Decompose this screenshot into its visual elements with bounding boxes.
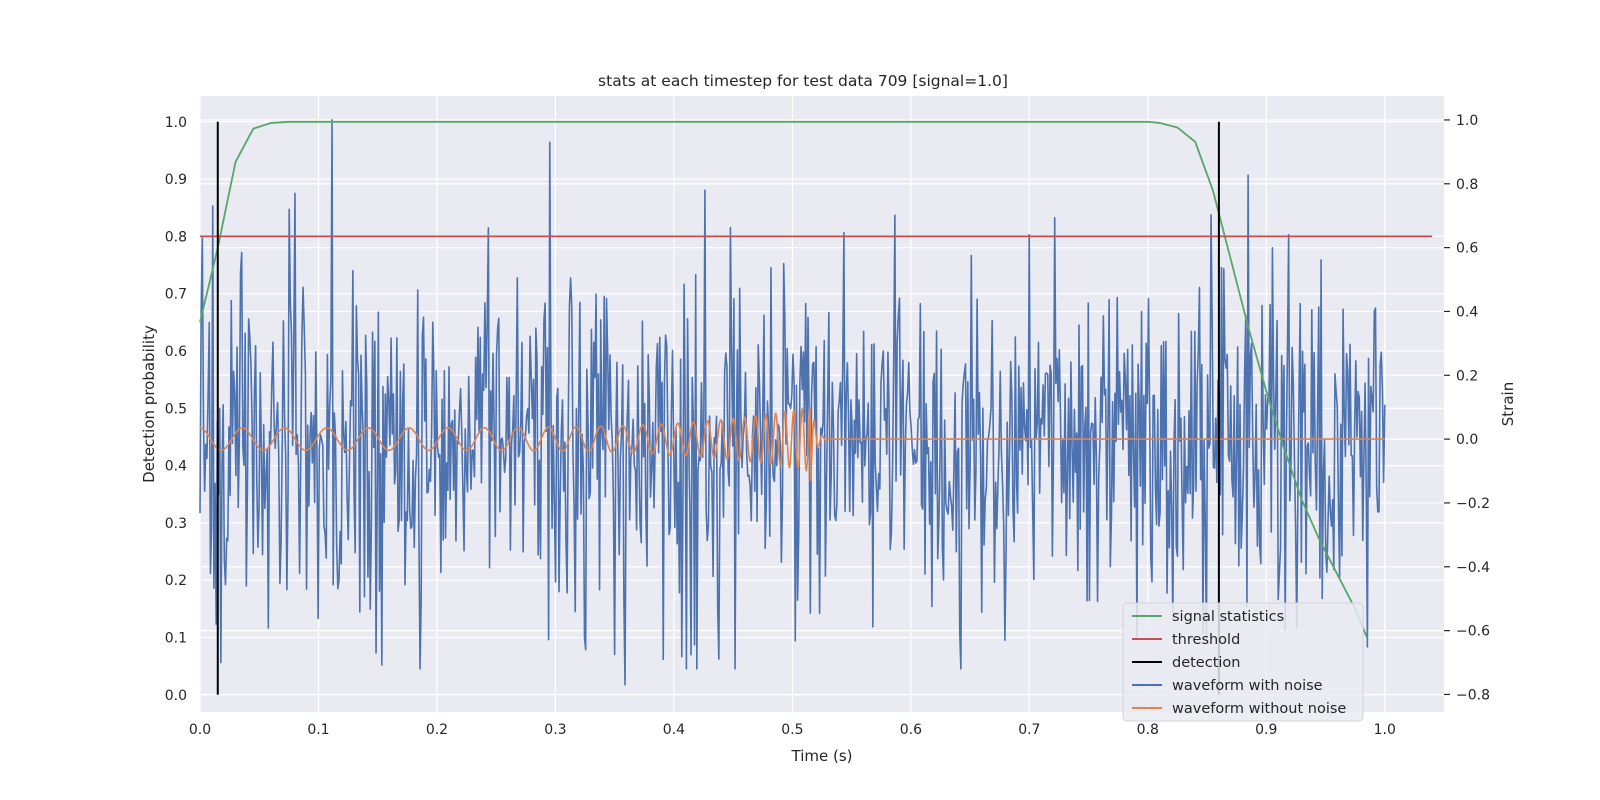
- y2-tick-label: −0.4: [1456, 560, 1490, 576]
- line-waveform-with-noise: [199, 119, 1386, 686]
- y2-tick-label: −0.6: [1456, 624, 1490, 640]
- series-waveform-without-noise: [199, 406, 1385, 482]
- legend-label-threshold: threshold: [1172, 632, 1240, 648]
- legend-label-detection: detection: [1172, 655, 1240, 671]
- x-tick-label: 0.2: [426, 722, 448, 738]
- y2-axis-label: Strain: [1499, 382, 1517, 426]
- series-signal-statistics: [199, 120, 1368, 638]
- y2-tick-label: 0.8: [1456, 177, 1478, 193]
- y-axis-ticks: 0.0 0.1 0.2 0.3 0.4 0.5 0.6 0.7 0.8 0.9 1.0: [165, 115, 187, 704]
- x-tick-label: 0.9: [1255, 722, 1277, 738]
- legend-label-signal-statistics: signal statistics: [1172, 609, 1284, 625]
- y-tick-label: 0.1: [165, 631, 187, 647]
- legend-label-waveform-with-noise: waveform with noise: [1172, 678, 1323, 694]
- series-detection: [216, 121, 1220, 695]
- x-tick-label: 0.5: [781, 722, 803, 738]
- y2-tick-label: 1.0: [1456, 113, 1478, 129]
- x-tick-label: 0.1: [307, 722, 329, 738]
- legend: signal statistics threshold detection wa…: [1122, 602, 1364, 722]
- x-tick-label: 1.0: [1374, 722, 1396, 738]
- y2-tick-label: 0.0: [1456, 432, 1478, 448]
- legend-label-waveform-without-noise: waveform without noise: [1172, 701, 1346, 717]
- y-tick-label: 0.9: [165, 172, 187, 188]
- x-axis-ticks: 0.0 0.1 0.2 0.3 0.4 0.5 0.6 0.7 0.8 0.9 1.0: [189, 722, 1396, 738]
- y-tick-label: 0.4: [165, 459, 187, 475]
- y-tick-label: 0.2: [165, 573, 187, 589]
- y-tick-label: 0.6: [165, 344, 187, 360]
- y-axis-label: Detection probability: [140, 325, 158, 483]
- x-tick-label: 0.8: [1137, 722, 1159, 738]
- y-tick-label: 0.5: [165, 401, 187, 417]
- series-waveform-with-noise: [199, 119, 1386, 686]
- y2-tick-label: 0.4: [1456, 304, 1478, 320]
- y2-tick-label: −0.8: [1456, 687, 1490, 703]
- legend-box: [1122, 602, 1364, 722]
- x-tick-label: 0.6: [900, 722, 922, 738]
- x-tick-label: 0.3: [544, 722, 566, 738]
- x-axis-label: Time (s): [791, 747, 853, 765]
- y-tick-label: 0.7: [165, 287, 187, 303]
- y2-tick-label: 0.6: [1456, 241, 1478, 257]
- y2-tick-label: 0.2: [1456, 368, 1478, 384]
- y-tick-label: 1.0: [165, 115, 187, 131]
- x-tick-label: 0.0: [189, 722, 211, 738]
- line-signal-statistics: [199, 120, 1368, 638]
- x-tick-label: 0.4: [663, 722, 685, 738]
- y-tick-label: 0.3: [165, 516, 187, 532]
- chart-title: stats at each timestep for test data 709…: [598, 72, 1008, 90]
- y2-tick-label: −0.2: [1456, 496, 1490, 512]
- y2-axis-ticks: −0.8 −0.6 −0.4 −0.2 0.0 0.2 0.4 0.6 0.8 1.0: [1444, 113, 1490, 703]
- line-waveform-without-noise: [199, 406, 1385, 482]
- y-tick-label: 0.0: [165, 688, 187, 704]
- y-tick-label: 0.8: [165, 229, 187, 245]
- x-tick-label: 0.7: [1018, 722, 1040, 738]
